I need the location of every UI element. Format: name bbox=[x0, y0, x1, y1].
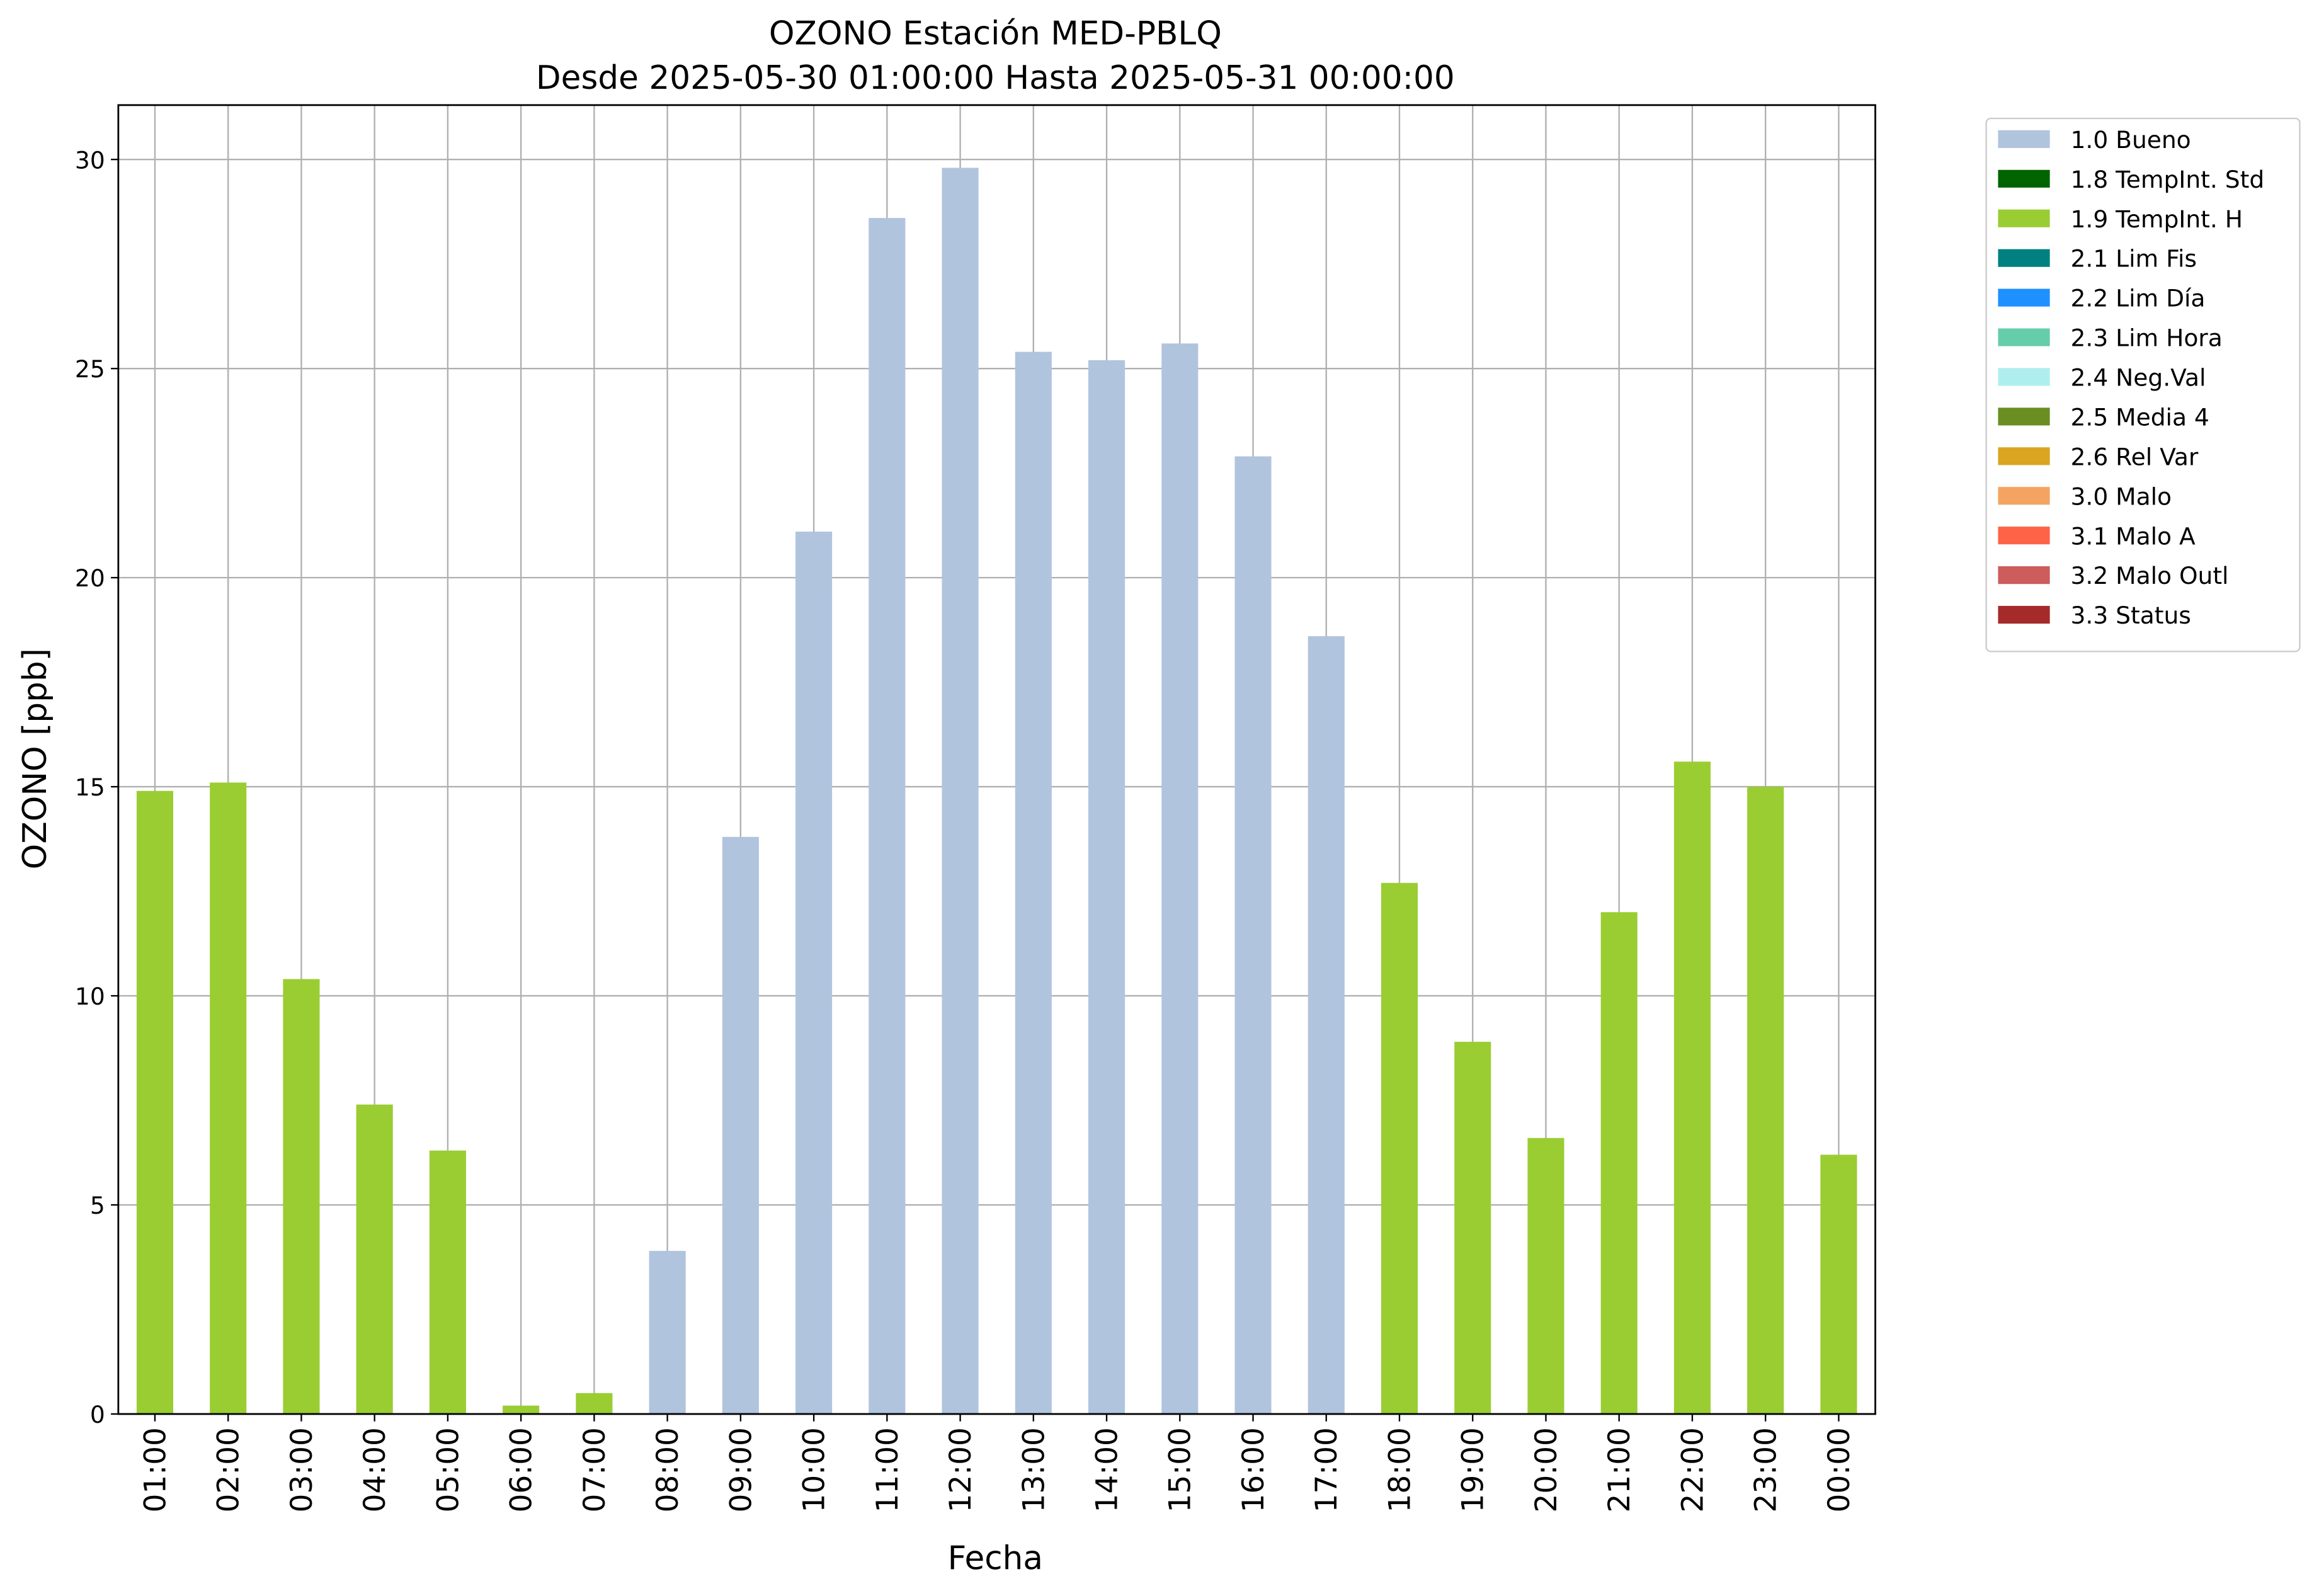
y-axis-label: OZONO [ppb] bbox=[16, 648, 54, 869]
bar bbox=[1308, 636, 1345, 1415]
bar bbox=[1015, 351, 1052, 1415]
bar bbox=[1673, 761, 1711, 1415]
x-tick-label: 21:00 bbox=[1602, 1427, 1637, 1512]
bar bbox=[356, 1104, 393, 1415]
x-tick-label: 07:00 bbox=[578, 1427, 612, 1512]
legend-label: 1.9 TempInt. H bbox=[2071, 205, 2243, 233]
legend-swatch bbox=[1998, 447, 2050, 465]
x-tick-label: 05:00 bbox=[431, 1427, 465, 1512]
legend-swatch bbox=[1998, 249, 2050, 267]
legend-label: 3.1 Malo A bbox=[2071, 522, 2196, 550]
bar bbox=[503, 1405, 540, 1415]
bar bbox=[210, 782, 247, 1415]
legend-swatch bbox=[1998, 130, 2050, 148]
x-tick-label: 18:00 bbox=[1382, 1427, 1417, 1512]
y-tick-label: 0 bbox=[90, 1401, 105, 1428]
x-tick-label: 02:00 bbox=[212, 1427, 246, 1512]
x-tick-label: 09:00 bbox=[724, 1427, 758, 1512]
y-tick-label: 5 bbox=[90, 1192, 105, 1219]
legend-label: 3.0 Malo bbox=[2071, 482, 2172, 510]
x-tick-label: 15:00 bbox=[1163, 1427, 1198, 1512]
bar bbox=[283, 979, 320, 1415]
x-tick-label: 20:00 bbox=[1529, 1427, 1564, 1512]
y-tick-label: 25 bbox=[75, 355, 105, 383]
x-tick-label: 10:00 bbox=[797, 1427, 832, 1512]
legend-swatch bbox=[1998, 566, 2050, 584]
legend-label: 2.5 Media 4 bbox=[2071, 403, 2209, 431]
x-tick-label: 08:00 bbox=[651, 1427, 685, 1512]
bar bbox=[576, 1393, 613, 1415]
bar bbox=[1820, 1154, 1857, 1415]
legend-swatch bbox=[1998, 487, 2050, 505]
x-tick-label: 16:00 bbox=[1236, 1427, 1271, 1512]
y-tick-label: 15 bbox=[75, 773, 105, 801]
bar bbox=[136, 790, 174, 1415]
x-tick-label: 17:00 bbox=[1309, 1427, 1344, 1512]
legend-label: 3.2 Malo Outl bbox=[2071, 562, 2229, 590]
legend-label: 1.0 Bueno bbox=[2071, 126, 2191, 154]
plot-frame bbox=[117, 104, 1876, 1415]
bar bbox=[1088, 360, 1125, 1415]
legend-swatch bbox=[1998, 328, 2050, 346]
bar bbox=[1234, 456, 1272, 1415]
bar bbox=[1600, 912, 1638, 1415]
x-tick-label: 03:00 bbox=[285, 1427, 319, 1512]
bar bbox=[722, 836, 759, 1415]
legend-label: 2.3 Lim Hora bbox=[2071, 324, 2223, 352]
bar bbox=[1454, 1042, 1491, 1415]
legend-label: 2.6 Rel Var bbox=[2071, 443, 2199, 470]
chart-subtitle: Desde 2025-05-30 01:00:00 Hasta 2025-05-… bbox=[536, 59, 1455, 97]
x-tick-label: 14:00 bbox=[1090, 1427, 1124, 1512]
x-tick-label: 11:00 bbox=[870, 1427, 905, 1512]
legend-swatch bbox=[1998, 368, 2050, 386]
bar bbox=[429, 1150, 466, 1415]
x-tick-label: 23:00 bbox=[1749, 1427, 1784, 1512]
legend-label: 2.4 Neg.Val bbox=[2071, 364, 2206, 392]
bar bbox=[1381, 882, 1418, 1415]
legend-swatch bbox=[1998, 288, 2050, 307]
bar bbox=[869, 218, 906, 1415]
legend-swatch bbox=[1998, 527, 2050, 545]
bar bbox=[795, 532, 833, 1415]
y-tick-label: 30 bbox=[75, 146, 105, 174]
x-tick-label: 13:00 bbox=[1017, 1427, 1051, 1512]
x-tick-label: 01:00 bbox=[138, 1427, 173, 1512]
x-tick-label: 06:00 bbox=[504, 1427, 539, 1512]
y-tick-label: 10 bbox=[75, 983, 105, 1010]
bar bbox=[1161, 343, 1199, 1415]
legend-box bbox=[1985, 117, 2301, 653]
x-tick-label: 19:00 bbox=[1456, 1427, 1491, 1512]
x-tick-label: 00:00 bbox=[1822, 1427, 1857, 1512]
bar bbox=[649, 1251, 686, 1415]
legend-swatch bbox=[1998, 209, 2050, 227]
y-tick-label: 20 bbox=[75, 564, 105, 592]
chart-title: OZONO Estación MED-PBLQ bbox=[769, 15, 1222, 53]
x-axis-label: Fecha bbox=[948, 1540, 1043, 1578]
legend-label: 2.2 Lim Día bbox=[2071, 285, 2206, 312]
bar bbox=[942, 168, 979, 1415]
legend-swatch bbox=[1998, 605, 2050, 624]
legend-label: 1.8 TempInt. Std bbox=[2071, 166, 2265, 193]
bar bbox=[1747, 787, 1784, 1415]
x-tick-label: 04:00 bbox=[358, 1427, 392, 1512]
x-tick-label: 22:00 bbox=[1675, 1427, 1710, 1512]
legend-swatch bbox=[1998, 408, 2050, 426]
legend-label: 2.1 Lim Fis bbox=[2071, 245, 2197, 273]
legend-swatch bbox=[1998, 169, 2050, 188]
bar bbox=[1527, 1137, 1564, 1415]
x-tick-label: 12:00 bbox=[943, 1427, 978, 1512]
legend-label: 3.3 Status bbox=[2071, 601, 2191, 629]
